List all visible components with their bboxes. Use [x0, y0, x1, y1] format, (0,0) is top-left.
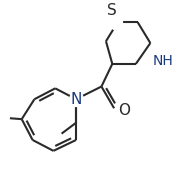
Text: N: N	[70, 92, 82, 107]
Text: O: O	[118, 103, 130, 118]
Text: S: S	[108, 3, 117, 18]
Text: NH: NH	[152, 54, 173, 68]
